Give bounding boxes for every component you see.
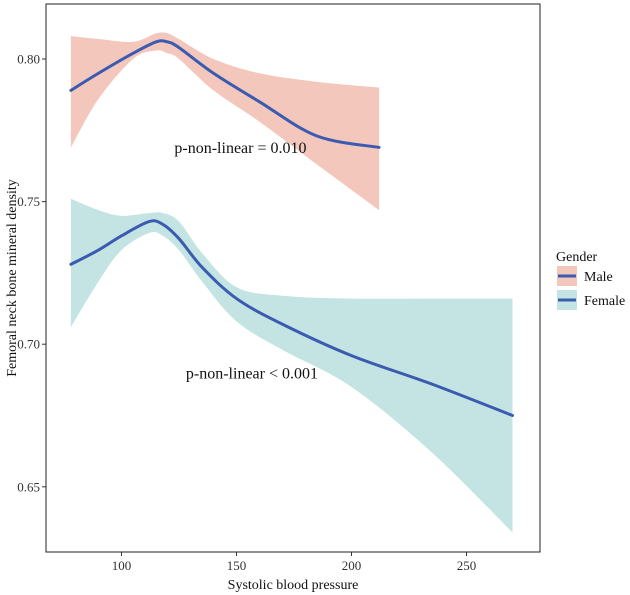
plot-panel-border — [45, 3, 541, 553]
female-fit-line — [69, 219, 514, 417]
female-confidence-band — [70, 198, 513, 533]
male-fit-line — [69, 39, 381, 149]
y-tick-label: 0.65 — [17, 479, 40, 494]
legend-label-female: Female — [584, 294, 625, 309]
y-axis-title: Femoral neck bone mineral density — [5, 179, 20, 377]
legend: Gender Male Female — [556, 250, 625, 310]
y-tick-label: 0.75 — [17, 194, 40, 209]
x-tick-label: 200 — [342, 558, 362, 573]
confidence-ribbons — [70, 32, 513, 533]
annotations: p-non-linear = 0.010 p-non-linear < 0.001 — [174, 140, 318, 382]
series-lines — [69, 39, 514, 417]
legend-title: Gender — [556, 250, 598, 265]
legend-label-male: Male — [584, 270, 613, 285]
x-axis-title: Systolic blood pressure — [228, 578, 359, 593]
y-tick-label: 0.80 — [17, 52, 40, 67]
x-tick-label: 150 — [227, 558, 247, 573]
p-value-annotation: p-non-linear < 0.001 — [186, 365, 318, 382]
x-axis: 100 150 200 250 — [112, 552, 477, 573]
y-axis: 0.65 0.70 0.75 0.80 — [17, 52, 46, 494]
p-value-annotation: p-non-linear = 0.010 — [174, 140, 306, 157]
male-confidence-band — [70, 32, 380, 211]
y-tick-label: 0.70 — [17, 337, 40, 352]
x-tick-label: 250 — [457, 558, 477, 573]
x-tick-label: 100 — [112, 558, 132, 573]
